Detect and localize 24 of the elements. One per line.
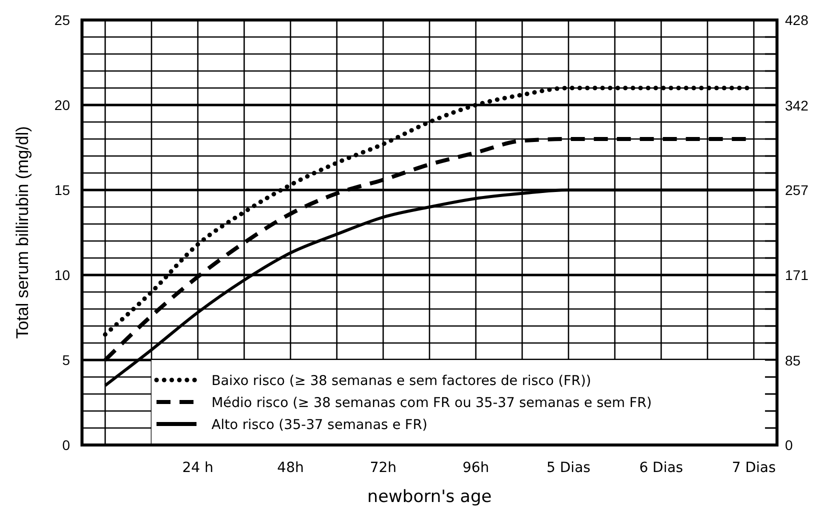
x-tick-label: 5 Dias [546,460,590,476]
y-tick-label: 5 [62,352,70,368]
y2-tick-label: 0 [785,437,793,453]
y-tick-label: 20 [54,97,70,113]
x-tick-label: 96h [462,460,490,476]
x-tick-label: 24 h [182,460,214,476]
x-tick-label: 7 Dias [732,460,776,476]
x-tick-label: 72h [370,460,397,476]
y-axis-title: Total serum billirubin (mg/dl) [13,126,32,339]
x-tick-label: 48h [277,460,304,476]
y-tick-label: 10 [54,267,70,283]
y2-tick-label: 257 [785,182,809,198]
y2-tick-label: 85 [785,352,801,369]
y-tick-label: 15 [54,182,70,198]
x-axis-title: newborn's age [367,487,492,507]
legend-label: Baixo risco (≥ 38 semanas e sem factores de risco (FR)) [212,373,592,389]
legend-label: Médio risco (≥ 38 semanas com FR ou 35-37 semanas e sem FR) [212,395,652,411]
y-tick-label: 0 [62,437,70,453]
y-tick-label: 25 [54,12,70,28]
y2-tick-label: 171 [785,267,809,284]
y2-tick-label: 428 [785,12,809,28]
legend-label: Alto risco (35-37 semanas e FR) [212,417,428,433]
y2-tick-label: 342 [785,97,809,114]
x-tick-label: 6 Dias [639,460,684,476]
